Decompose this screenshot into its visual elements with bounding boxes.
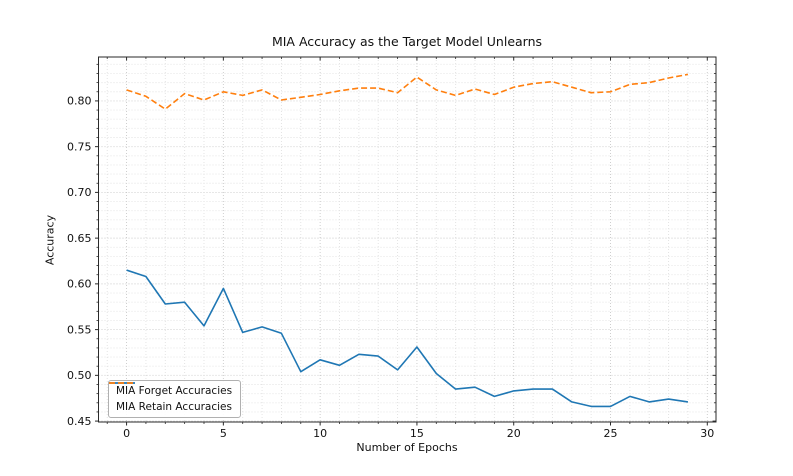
y-tick-label: 0.45 (67, 415, 92, 428)
legend-label: MIA Retain Accuracies (116, 401, 232, 413)
y-tick-label: 0.80 (67, 95, 92, 108)
axes-spines (98, 56, 717, 423)
legend-item: MIA Forget Accuracies (109, 382, 233, 398)
y-tick-label: 0.60 (67, 278, 92, 291)
y-tick-label: 0.70 (67, 186, 92, 199)
x-tick-label: 0 (123, 427, 130, 440)
y-tick-label: 0.65 (67, 232, 92, 245)
legend-label: MIA Forget Accuracies (116, 385, 233, 397)
y-tick-label: 0.75 (67, 140, 92, 153)
series-line-mia-forget-accuracies (126, 269, 689, 408)
legend-item: MIA Retain Accuracies (109, 382, 232, 414)
chart-title: MIA Accuracy as the Target Model Unlearn… (271, 34, 543, 49)
y-tick-label: 0.50 (67, 369, 92, 382)
x-tick-label: 10 (313, 427, 327, 440)
x-axis-label: Number of Epochs (356, 441, 458, 454)
x-tick-label: 15 (410, 427, 424, 440)
legend-line-sample (109, 382, 135, 384)
legend: MIA Forget Accuracies MIA Retain Accuraci… (108, 380, 242, 418)
x-tick-label: 30 (700, 427, 714, 440)
x-tick-label: 25 (604, 427, 618, 440)
y-tick-label: 0.55 (67, 323, 92, 336)
x-tick-label: 5 (220, 427, 227, 440)
x-tick-label: 20 (507, 427, 521, 440)
series-line-mia-retain-accuracies (126, 73, 689, 110)
